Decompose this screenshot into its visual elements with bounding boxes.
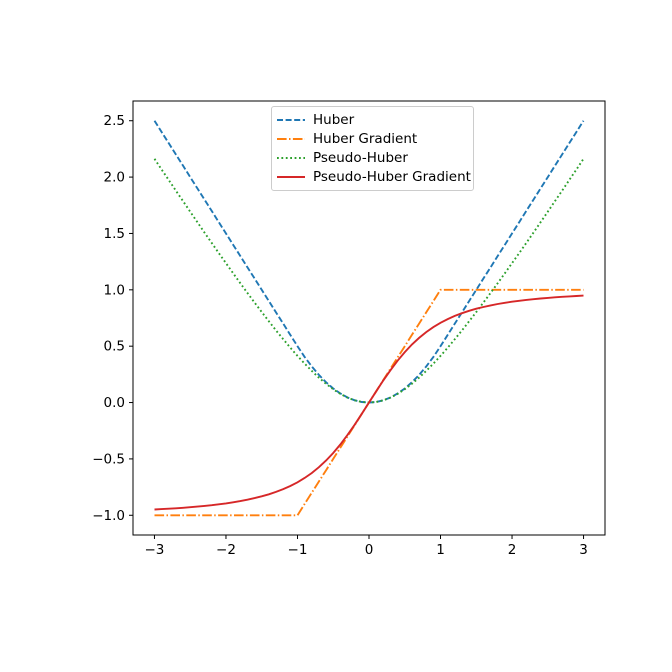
y-tick-label: 2.0 xyxy=(104,170,125,186)
x-tick-label: −1 xyxy=(288,542,308,558)
legend-label: Pseudo-Huber xyxy=(313,149,408,166)
y-tick-label: 1.0 xyxy=(104,282,125,298)
legend-line-sample xyxy=(277,119,305,122)
legend-line-sample xyxy=(277,175,305,178)
y-tick-label: −1.0 xyxy=(92,508,125,524)
y-tick-label: 1.5 xyxy=(104,226,125,242)
legend-item: Huber Gradient xyxy=(276,131,467,147)
x-tick-label: −2 xyxy=(216,542,236,558)
series-line-pseudo-huber xyxy=(153,158,585,404)
x-tick-label: 2 xyxy=(508,542,517,558)
legend-line-sample xyxy=(277,138,305,141)
y-tick-label: 2.5 xyxy=(104,113,125,129)
series-line-pseudo-huber-gradient xyxy=(154,294,584,511)
legend-line-sample xyxy=(277,156,305,159)
x-tick-label: 3 xyxy=(579,542,588,558)
legend-item: Pseudo-Huber xyxy=(276,150,467,166)
legend-label: Huber Gradient xyxy=(313,131,418,148)
x-tick-label: 1 xyxy=(436,542,445,558)
x-tick-label: −3 xyxy=(145,542,165,558)
y-tick-label: 0.0 xyxy=(104,395,125,411)
legend-item: Huber xyxy=(276,112,467,128)
y-tick-label: −0.5 xyxy=(92,451,125,467)
y-tick-label: 0.5 xyxy=(104,339,125,355)
legend: Huber Huber Gradient Pseudo-Huber Pseudo-Hu… xyxy=(271,106,474,191)
legend-label: Pseudo-Huber Gradient xyxy=(313,168,471,185)
x-tick-label: 0 xyxy=(365,542,374,558)
legend-label: Huber xyxy=(313,112,355,129)
legend-item: Pseudo-Huber Gradient xyxy=(276,169,471,185)
